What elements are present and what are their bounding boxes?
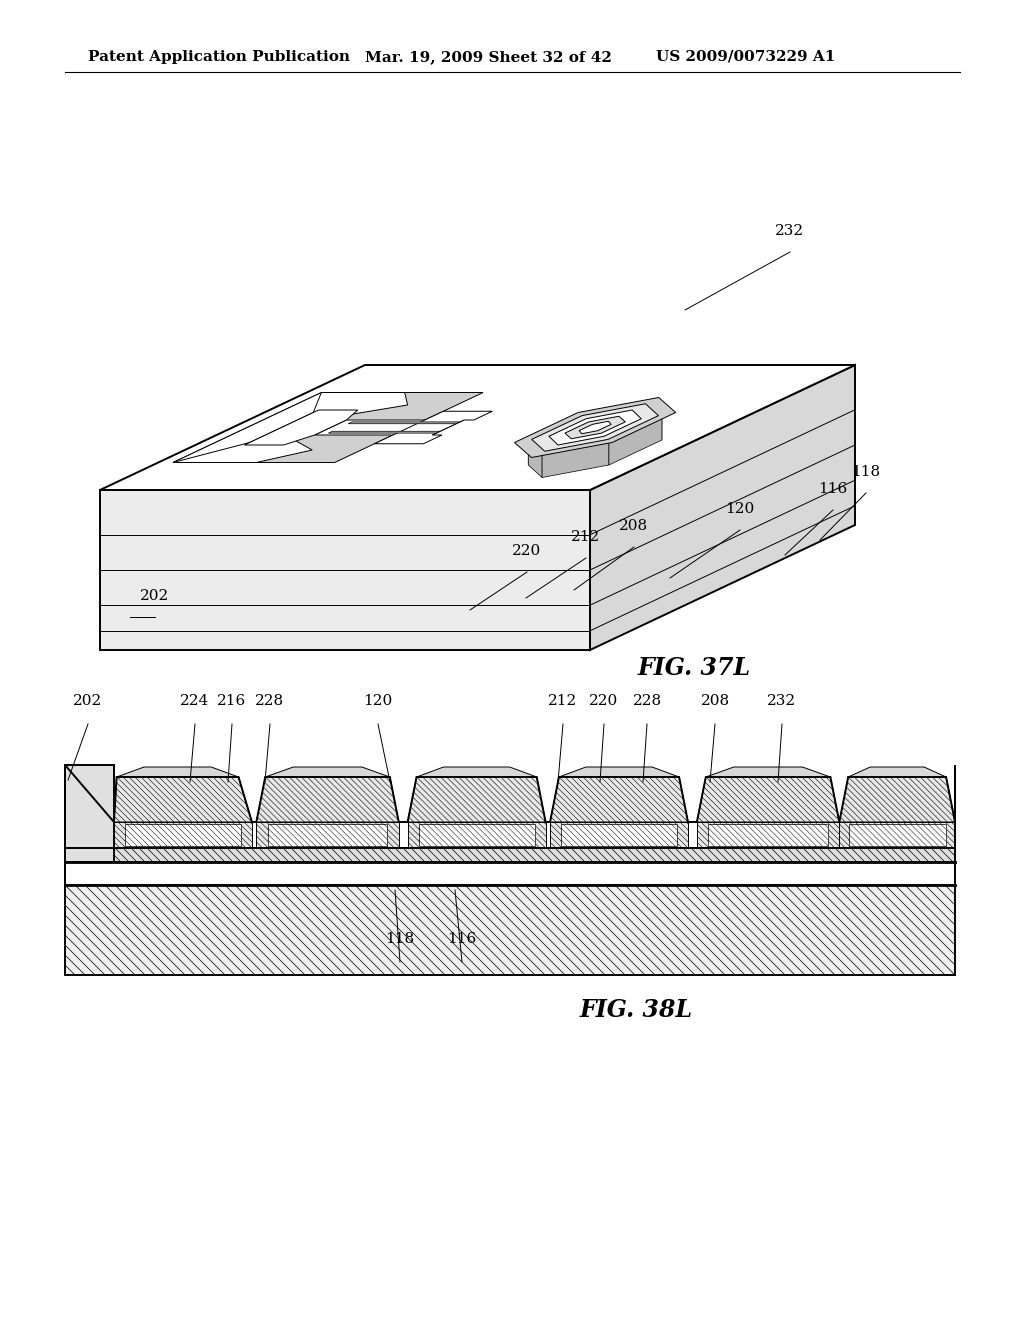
Polygon shape: [265, 767, 390, 777]
Text: 212: 212: [571, 531, 601, 544]
Polygon shape: [550, 822, 688, 847]
Polygon shape: [65, 766, 114, 862]
Text: FIG. 38L: FIG. 38L: [580, 998, 693, 1022]
Text: 118: 118: [385, 932, 415, 946]
Polygon shape: [840, 777, 955, 822]
Polygon shape: [65, 862, 955, 884]
Polygon shape: [100, 490, 590, 649]
Polygon shape: [100, 366, 855, 490]
Text: 216: 216: [217, 694, 247, 708]
Polygon shape: [531, 404, 658, 451]
Polygon shape: [256, 777, 398, 822]
Polygon shape: [313, 392, 408, 414]
Polygon shape: [125, 824, 241, 846]
Polygon shape: [417, 767, 537, 777]
Polygon shape: [848, 767, 946, 777]
Polygon shape: [408, 777, 546, 822]
Polygon shape: [528, 414, 582, 465]
Text: 224: 224: [180, 694, 210, 708]
Text: 202: 202: [74, 694, 102, 708]
Polygon shape: [65, 884, 955, 975]
Text: 116: 116: [447, 932, 476, 946]
Polygon shape: [549, 411, 641, 445]
Polygon shape: [114, 777, 252, 822]
Polygon shape: [269, 414, 347, 440]
Text: 116: 116: [818, 482, 848, 496]
Polygon shape: [348, 422, 460, 424]
Polygon shape: [117, 767, 239, 777]
Polygon shape: [267, 824, 387, 846]
Text: 208: 208: [620, 519, 648, 533]
Polygon shape: [590, 366, 855, 649]
Text: 202: 202: [140, 589, 170, 603]
Polygon shape: [561, 824, 677, 846]
Polygon shape: [256, 822, 398, 847]
Text: 232: 232: [775, 224, 805, 238]
Polygon shape: [514, 397, 676, 458]
Polygon shape: [697, 777, 840, 822]
Text: 232: 232: [767, 694, 797, 708]
Polygon shape: [542, 440, 609, 478]
Polygon shape: [550, 777, 688, 822]
Polygon shape: [709, 824, 828, 846]
Text: 220: 220: [590, 694, 618, 708]
Polygon shape: [528, 440, 542, 478]
Text: Mar. 19, 2009 Sheet 32 of 42: Mar. 19, 2009 Sheet 32 of 42: [365, 50, 612, 63]
Polygon shape: [565, 416, 626, 438]
Polygon shape: [849, 824, 946, 846]
Polygon shape: [65, 847, 955, 862]
Polygon shape: [609, 414, 662, 465]
Polygon shape: [697, 822, 840, 847]
Polygon shape: [582, 403, 648, 440]
Polygon shape: [173, 392, 483, 462]
Text: 212: 212: [549, 694, 578, 708]
Polygon shape: [173, 392, 355, 462]
Text: 118: 118: [851, 465, 881, 479]
Text: US 2009/0073229 A1: US 2009/0073229 A1: [656, 50, 836, 63]
Polygon shape: [329, 432, 440, 433]
Text: 120: 120: [725, 502, 755, 516]
Text: Patent Application Publication: Patent Application Publication: [88, 50, 350, 63]
Polygon shape: [408, 822, 546, 847]
Polygon shape: [559, 767, 679, 777]
Polygon shape: [648, 403, 662, 440]
Text: 220: 220: [512, 544, 542, 558]
Polygon shape: [706, 767, 830, 777]
Polygon shape: [173, 440, 312, 462]
Text: FIG. 37L: FIG. 37L: [638, 656, 752, 680]
Polygon shape: [245, 411, 357, 445]
Text: 228: 228: [255, 694, 285, 708]
Text: 120: 120: [364, 694, 392, 708]
Polygon shape: [419, 824, 535, 846]
Text: 228: 228: [633, 694, 662, 708]
Polygon shape: [375, 412, 493, 444]
Polygon shape: [840, 822, 955, 847]
Polygon shape: [114, 822, 252, 847]
Polygon shape: [314, 420, 464, 436]
Text: 208: 208: [700, 694, 729, 708]
Polygon shape: [580, 421, 611, 434]
